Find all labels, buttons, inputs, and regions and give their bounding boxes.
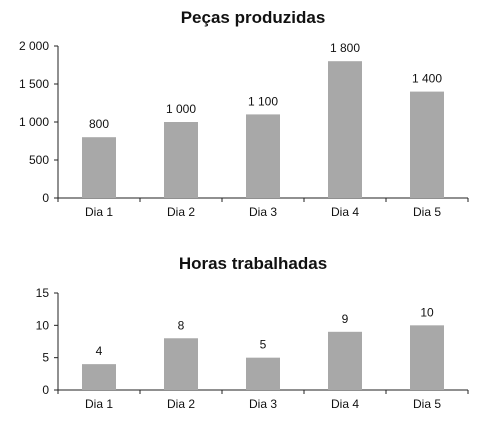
- data-label: 5: [260, 338, 267, 352]
- y-tick-label: 0: [42, 191, 49, 205]
- chart-horas-trabalhadas: Horas trabalhadas 0 5 10 15 4 Dia 1 8 Dia 2 5 Dia…: [36, 254, 469, 411]
- x-tick-label: Dia 5: [413, 397, 441, 411]
- x-tick-label: Dia 1: [85, 205, 113, 219]
- x-tick-label: Dia 4: [331, 205, 359, 219]
- x-tick-label: Dia 4: [331, 397, 359, 411]
- y-tick-label: 5: [42, 351, 49, 365]
- data-label: 1 800: [330, 41, 360, 55]
- x-tick-label: Dia 2: [167, 397, 195, 411]
- bar: [410, 325, 444, 390]
- data-label: 1 000: [166, 102, 196, 116]
- x-tick-label: Dia 1: [85, 397, 113, 411]
- y-tick-label: 1 000: [19, 115, 49, 129]
- data-label: 10: [420, 305, 434, 319]
- x-tick-label: Dia 3: [249, 397, 277, 411]
- data-label: 8: [178, 318, 185, 332]
- bar: [246, 114, 280, 198]
- bar: [82, 364, 116, 390]
- y-tick-label: 500: [29, 153, 49, 167]
- x-tick-label: Dia 3: [249, 205, 277, 219]
- data-label: 1 400: [412, 72, 442, 86]
- data-label: 4: [96, 344, 103, 358]
- chart-title: Horas trabalhadas: [179, 254, 327, 273]
- y-tick-label: 0: [42, 383, 49, 397]
- bar: [164, 338, 198, 390]
- x-tick-label: Dia 5: [413, 205, 441, 219]
- data-label: 1 100: [248, 94, 278, 108]
- chart-title: Peças produzidas: [181, 8, 326, 27]
- data-label: 800: [89, 117, 109, 131]
- x-tick-label: Dia 2: [167, 205, 195, 219]
- data-label: 9: [342, 312, 349, 326]
- y-tick-label: 10: [36, 318, 50, 332]
- bar: [328, 331, 362, 390]
- bar: [328, 61, 362, 199]
- chart-pecas-produzidas: Peças produzidas 0 500 1 000 1 500 2 000 800 D…: [19, 8, 469, 219]
- bar: [410, 91, 444, 198]
- bar: [164, 122, 198, 198]
- bar: [82, 137, 116, 198]
- bar: [246, 357, 280, 390]
- y-tick-label: 15: [36, 286, 50, 300]
- y-tick-label: 1 500: [19, 77, 49, 91]
- y-tick-label: 2 000: [19, 39, 49, 53]
